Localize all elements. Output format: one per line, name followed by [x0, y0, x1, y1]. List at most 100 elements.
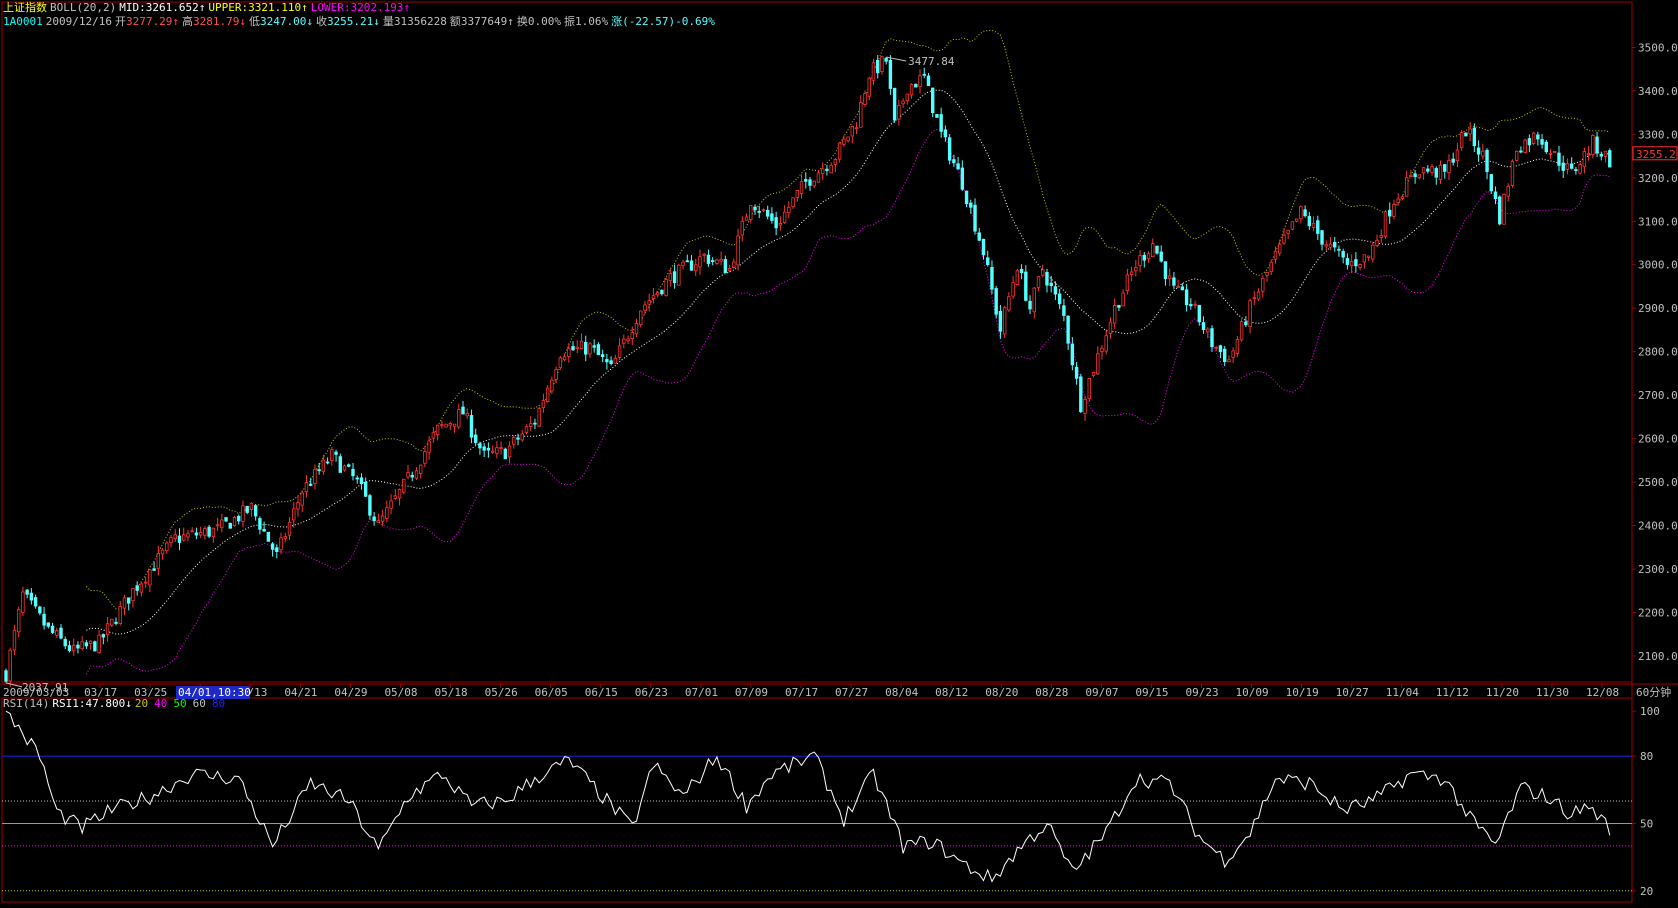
candle[interactable]: [228, 522, 232, 529]
candle[interactable]: [799, 174, 804, 199]
candle[interactable]: [76, 641, 80, 654]
candle[interactable]: [672, 264, 677, 289]
candle[interactable]: [1062, 298, 1066, 322]
candle[interactable]: [884, 57, 888, 65]
candle[interactable]: [1180, 283, 1185, 291]
candle[interactable]: [1197, 304, 1202, 326]
candle[interactable]: [300, 490, 304, 513]
candle[interactable]: [1443, 163, 1447, 179]
candle[interactable]: [782, 205, 787, 225]
candle[interactable]: [207, 524, 211, 539]
candle[interactable]: [698, 249, 702, 275]
candle[interactable]: [765, 205, 770, 220]
candle[interactable]: [1214, 346, 1218, 351]
candle[interactable]: [1142, 252, 1146, 268]
candle[interactable]: [617, 338, 622, 360]
candle[interactable]: [1523, 138, 1527, 154]
candle[interactable]: [258, 516, 262, 535]
candle[interactable]: [1269, 259, 1273, 275]
candle[interactable]: [994, 285, 998, 319]
candle[interactable]: [338, 453, 342, 473]
candle[interactable]: [325, 457, 330, 465]
candle[interactable]: [1510, 159, 1515, 188]
candle[interactable]: [363, 477, 368, 498]
candle[interactable]: [791, 197, 795, 209]
candle[interactable]: [1578, 162, 1582, 175]
candle[interactable]: [1574, 166, 1578, 175]
candle[interactable]: [1015, 268, 1020, 286]
candle[interactable]: [973, 198, 977, 235]
candle[interactable]: [1125, 268, 1130, 295]
candle[interactable]: [1498, 195, 1502, 226]
candle[interactable]: [93, 640, 97, 652]
candle[interactable]: [1053, 281, 1058, 300]
candle[interactable]: [270, 542, 275, 557]
candle[interactable]: [457, 403, 461, 430]
candle[interactable]: [359, 473, 364, 490]
candle[interactable]: [600, 349, 605, 363]
candle[interactable]: [1184, 284, 1189, 312]
candle[interactable]: [630, 326, 634, 346]
candle[interactable]: [681, 259, 685, 270]
candle[interactable]: [1409, 169, 1413, 178]
candle[interactable]: [1392, 199, 1396, 220]
candle[interactable]: [198, 526, 203, 538]
candle[interactable]: [292, 502, 296, 528]
candle[interactable]: [1404, 170, 1409, 197]
candle[interactable]: [668, 268, 673, 287]
candle[interactable]: [952, 154, 956, 167]
candle[interactable]: [1489, 174, 1493, 194]
candle[interactable]: [414, 467, 419, 480]
candle[interactable]: [156, 545, 161, 576]
candle[interactable]: [84, 640, 89, 649]
candle[interactable]: [1481, 143, 1485, 160]
candle[interactable]: [1036, 275, 1041, 292]
candle[interactable]: [655, 291, 660, 298]
candle[interactable]: [1159, 245, 1163, 263]
candle[interactable]: [1366, 255, 1371, 261]
candle[interactable]: [571, 341, 575, 351]
candle[interactable]: [1189, 298, 1193, 310]
candle[interactable]: [1328, 237, 1333, 251]
candle[interactable]: [626, 335, 630, 345]
candle[interactable]: [812, 180, 816, 189]
candle[interactable]: [418, 464, 423, 479]
candle[interactable]: [1603, 150, 1608, 163]
candle[interactable]: [160, 548, 165, 560]
candle[interactable]: [1032, 287, 1036, 319]
candle[interactable]: [67, 640, 72, 653]
candle[interactable]: [190, 527, 194, 533]
candle[interactable]: [143, 576, 148, 588]
candle[interactable]: [588, 341, 592, 359]
candle[interactable]: [778, 216, 783, 231]
candle[interactable]: [12, 624, 17, 655]
candle[interactable]: [1117, 304, 1121, 312]
candle[interactable]: [537, 406, 541, 428]
candle[interactable]: [914, 83, 918, 88]
index-name[interactable]: 上证指数: [3, 1, 47, 14]
candle[interactable]: [1413, 170, 1417, 184]
candle[interactable]: [232, 515, 237, 527]
candle[interactable]: [148, 569, 152, 593]
candle[interactable]: [1294, 218, 1299, 223]
candle[interactable]: [1455, 142, 1460, 168]
candle[interactable]: [1286, 229, 1290, 239]
candle[interactable]: [1239, 318, 1244, 342]
candle[interactable]: [1256, 288, 1261, 301]
candle[interactable]: [296, 495, 300, 517]
candle[interactable]: [1595, 131, 1599, 157]
candle[interactable]: [474, 428, 478, 446]
candle[interactable]: [660, 289, 664, 296]
candle[interactable]: [1155, 245, 1159, 255]
candle[interactable]: [1028, 295, 1032, 315]
candle[interactable]: [452, 423, 457, 433]
candle[interactable]: [122, 594, 127, 616]
candle[interactable]: [732, 258, 736, 269]
candle[interactable]: [448, 421, 453, 431]
candle[interactable]: [520, 430, 524, 442]
candle[interactable]: [1108, 317, 1113, 339]
candle[interactable]: [677, 263, 681, 286]
candle[interactable]: [1375, 234, 1379, 248]
candle[interactable]: [1396, 193, 1400, 206]
